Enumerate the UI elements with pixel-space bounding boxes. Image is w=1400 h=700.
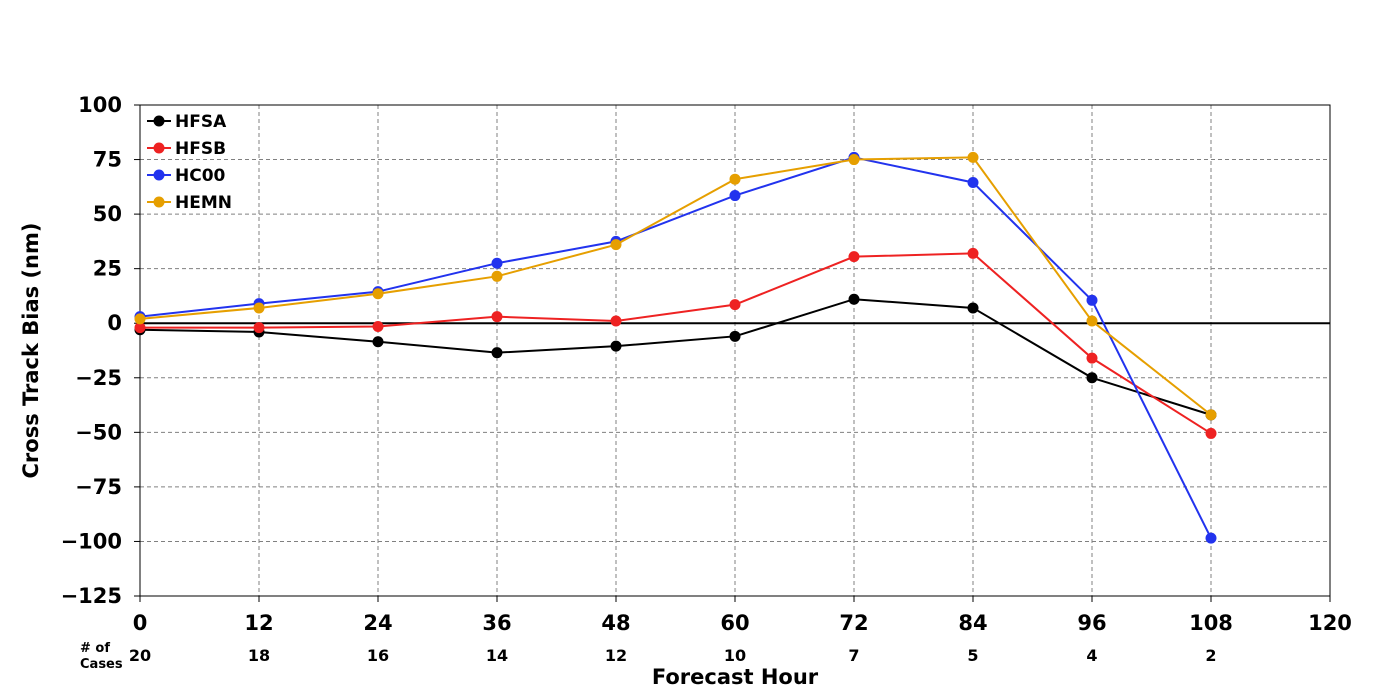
- series-line: [139, 156, 1212, 416]
- data-point: [967, 176, 979, 188]
- case-count: 12: [605, 646, 627, 665]
- series-group: [134, 151, 1217, 544]
- legend-item: HFSB: [147, 139, 226, 159]
- y-tick-label: 0: [107, 311, 122, 335]
- data-point: [1086, 352, 1098, 364]
- y-tick-label: −50: [75, 420, 122, 444]
- data-point: [729, 173, 741, 185]
- data-point: [253, 302, 265, 314]
- data-point: [253, 322, 265, 334]
- grid: [140, 105, 1330, 596]
- x-tick-label: 72: [839, 611, 868, 635]
- data-point: [1086, 372, 1098, 384]
- data-point: [134, 322, 146, 334]
- data-point: [491, 311, 503, 323]
- legend-swatch-marker: [153, 115, 165, 127]
- cases-row: # of Cases 20 18 16 14 12 10 7 5 4 2: [80, 641, 1217, 672]
- legend-swatch-marker: [153, 142, 165, 154]
- y-tick-label: −25: [75, 366, 122, 390]
- x-tick-label: 96: [1077, 611, 1106, 635]
- legend-label: HFSA: [175, 112, 227, 132]
- data-point: [610, 239, 622, 251]
- y-tick-label: 25: [93, 257, 122, 281]
- x-tick-label: 24: [363, 611, 392, 635]
- legend: HFSA HFSB HC00 HEMN: [147, 112, 232, 213]
- y-axis-title: Cross Track Bias (nm): [19, 223, 43, 479]
- data-point: [1086, 315, 1098, 327]
- series-hc00: [134, 151, 1217, 544]
- x-axis-title: Forecast Hour: [652, 665, 819, 689]
- x-tick-label: 84: [958, 611, 987, 635]
- case-count: 14: [486, 646, 508, 665]
- data-point: [134, 313, 146, 325]
- x-tick-label: 108: [1189, 611, 1233, 635]
- x-tick-label: 12: [244, 611, 273, 635]
- legend-label: HEMN: [175, 193, 232, 213]
- data-point: [848, 293, 860, 305]
- data-point: [967, 247, 979, 259]
- series-hfsb: [134, 247, 1217, 439]
- cases-label-line1: # of: [80, 641, 110, 656]
- case-count: 2: [1205, 646, 1216, 665]
- data-point: [372, 320, 384, 332]
- legend-label: HC00: [175, 166, 226, 186]
- data-point: [848, 251, 860, 263]
- legend-swatch-marker: [153, 196, 165, 208]
- data-point: [610, 340, 622, 352]
- series-line: [139, 298, 1212, 416]
- data-point: [729, 299, 741, 311]
- y-tick-label: −75: [75, 475, 122, 499]
- legend-item: HFSA: [147, 112, 227, 132]
- legend-label: HFSB: [175, 139, 226, 159]
- x-tick-label: 0: [133, 611, 148, 635]
- legend-item: HC00: [147, 166, 226, 186]
- series-hemn: [134, 151, 1217, 421]
- data-point: [1205, 427, 1217, 439]
- y-axis: 100 75 50 25 0 −25 −50 −75 −100 −125: [61, 93, 140, 608]
- case-count: 7: [848, 646, 859, 665]
- data-point: [1086, 294, 1098, 306]
- series-line: [139, 156, 1212, 539]
- x-tick-label: 48: [601, 611, 630, 635]
- case-count: 16: [367, 646, 389, 665]
- case-count: 10: [724, 646, 746, 665]
- data-point: [848, 154, 860, 166]
- data-point: [1205, 409, 1217, 421]
- data-point: [372, 288, 384, 300]
- x-tick-label: 36: [482, 611, 511, 635]
- legend-swatch-marker: [153, 169, 165, 181]
- data-point: [491, 270, 503, 282]
- y-tick-label: 100: [78, 93, 122, 117]
- data-point: [967, 302, 979, 314]
- data-point: [729, 330, 741, 342]
- data-point: [491, 257, 503, 269]
- cases-label-line2: Cases: [80, 657, 123, 672]
- y-tick-label: −100: [61, 529, 122, 553]
- data-point: [729, 190, 741, 202]
- data-point: [491, 347, 503, 359]
- data-point: [967, 151, 979, 163]
- x-tick-label: 120: [1308, 611, 1352, 635]
- legend-item: HEMN: [147, 193, 232, 213]
- case-count: 5: [967, 646, 978, 665]
- case-count: 4: [1086, 646, 1097, 665]
- x-tick-label: 60: [720, 611, 749, 635]
- case-count: 18: [248, 646, 270, 665]
- series-line: [140, 252, 1212, 435]
- data-point: [1205, 532, 1217, 544]
- data-point: [610, 315, 622, 327]
- x-axis: 0 12 24 36 48 60 72 84 96 108 120: [133, 596, 1352, 635]
- y-tick-label: 75: [93, 148, 122, 172]
- case-count: 20: [129, 646, 151, 665]
- y-tick-label: 50: [93, 202, 122, 226]
- data-point: [372, 336, 384, 348]
- y-tick-label: −125: [61, 584, 122, 608]
